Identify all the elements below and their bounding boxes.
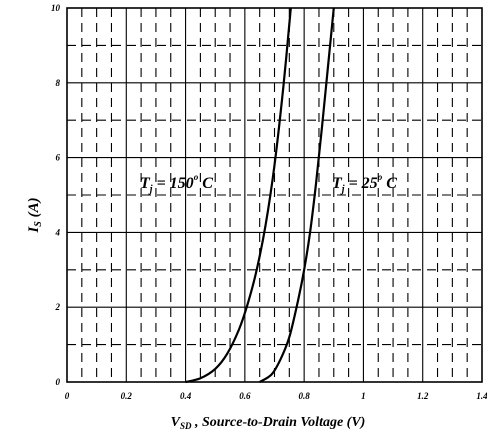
annotation-tj-150: Tj = 150o C — [140, 172, 213, 195]
x-tick-label: 0.2 — [121, 391, 133, 401]
y-tick-label: 10 — [51, 3, 61, 13]
curve-tj-25 — [259, 7, 335, 383]
y-tick-label: 8 — [56, 78, 61, 88]
annotation-tj-25: Tj = 25o C — [332, 172, 397, 195]
curve-tj-150 — [185, 7, 292, 384]
grid — [67, 8, 482, 382]
x-tick-label: 1 — [361, 391, 366, 401]
x-tick-label: 0 — [65, 391, 70, 401]
y-tick-label: 0 — [56, 377, 61, 387]
x-tick-label: 0.8 — [299, 391, 311, 401]
x-tick-label: 1.2 — [417, 391, 429, 401]
y-tick-label: 2 — [55, 302, 61, 312]
x-tick-label: 0.4 — [180, 391, 192, 401]
x-tick-label: 1.4 — [476, 391, 487, 401]
curves — [185, 7, 335, 384]
plot-frame — [66, 7, 483, 383]
tick-labels: 0 0.2 0.4 0.6 0.8 1 1.2 1.4 0 2 4 6 8 10 — [51, 3, 487, 401]
x-axis-label: VSD , Source-to-Drain Voltage (V) — [171, 415, 366, 431]
x-tick-label: 0.6 — [239, 391, 251, 401]
y-axis-label: IS (A) — [26, 197, 44, 233]
y-tick-label: 6 — [56, 153, 61, 163]
y-tick-label: 4 — [55, 227, 61, 237]
